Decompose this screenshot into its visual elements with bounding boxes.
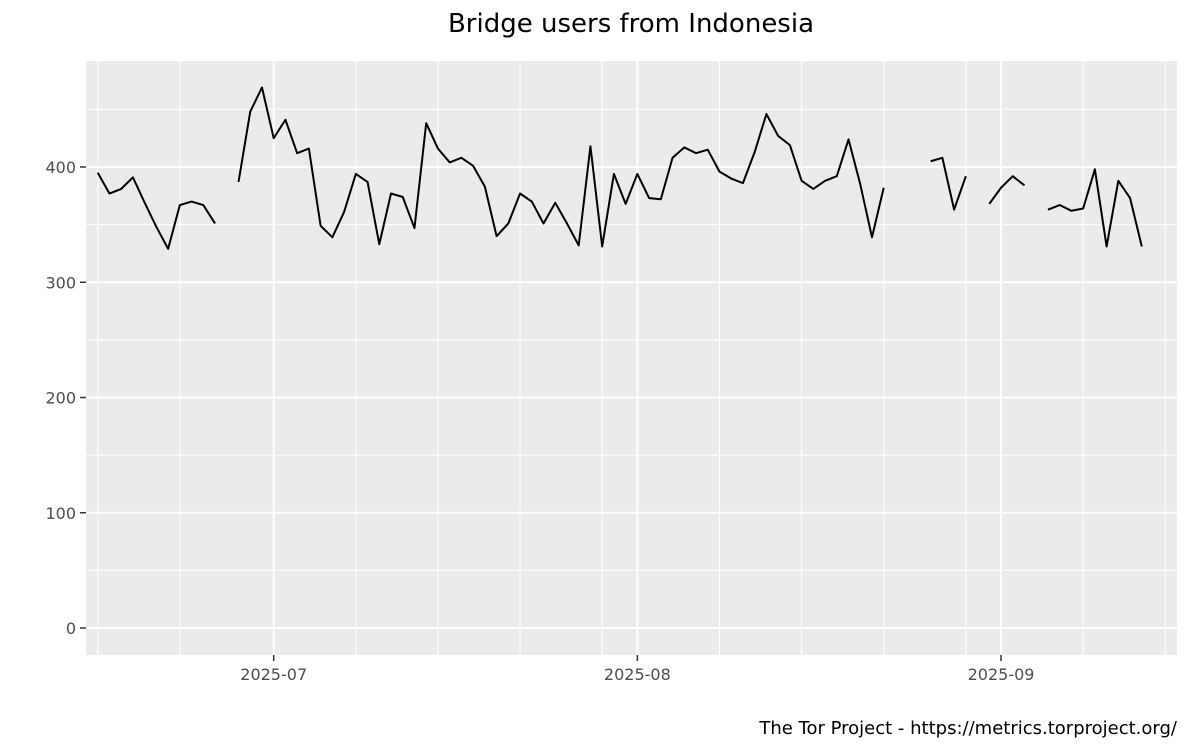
series-line-segment bbox=[930, 156, 967, 211]
series-layer bbox=[96, 86, 1143, 250]
x-tick-label: 2025-08 bbox=[604, 665, 671, 684]
plot-panel bbox=[86, 61, 1177, 655]
chart-caption: The Tor Project - https://metrics.torpro… bbox=[758, 718, 1178, 739]
series-line-segment bbox=[96, 172, 216, 250]
y-tick-label: 300 bbox=[45, 273, 76, 292]
y-axis: 0 100 200 300 400 bbox=[45, 158, 86, 638]
y-tick-label: 400 bbox=[45, 158, 76, 177]
series-line-segment bbox=[237, 86, 885, 248]
y-tick-label: 0 bbox=[66, 619, 76, 638]
x-axis: 2025-07 2025-08 2025-09 bbox=[240, 655, 1034, 684]
x-tick-label: 2025-09 bbox=[968, 665, 1035, 684]
grid-major bbox=[86, 61, 1177, 655]
y-tick-label: 200 bbox=[45, 389, 76, 408]
series-line-segment bbox=[988, 175, 1026, 205]
grid-minor bbox=[86, 61, 1177, 655]
chart-title: Bridge users from Indonesia bbox=[448, 9, 814, 39]
x-tick-label: 2025-07 bbox=[240, 665, 307, 684]
y-tick-label: 100 bbox=[45, 504, 76, 523]
series-line-segment bbox=[1047, 168, 1143, 248]
